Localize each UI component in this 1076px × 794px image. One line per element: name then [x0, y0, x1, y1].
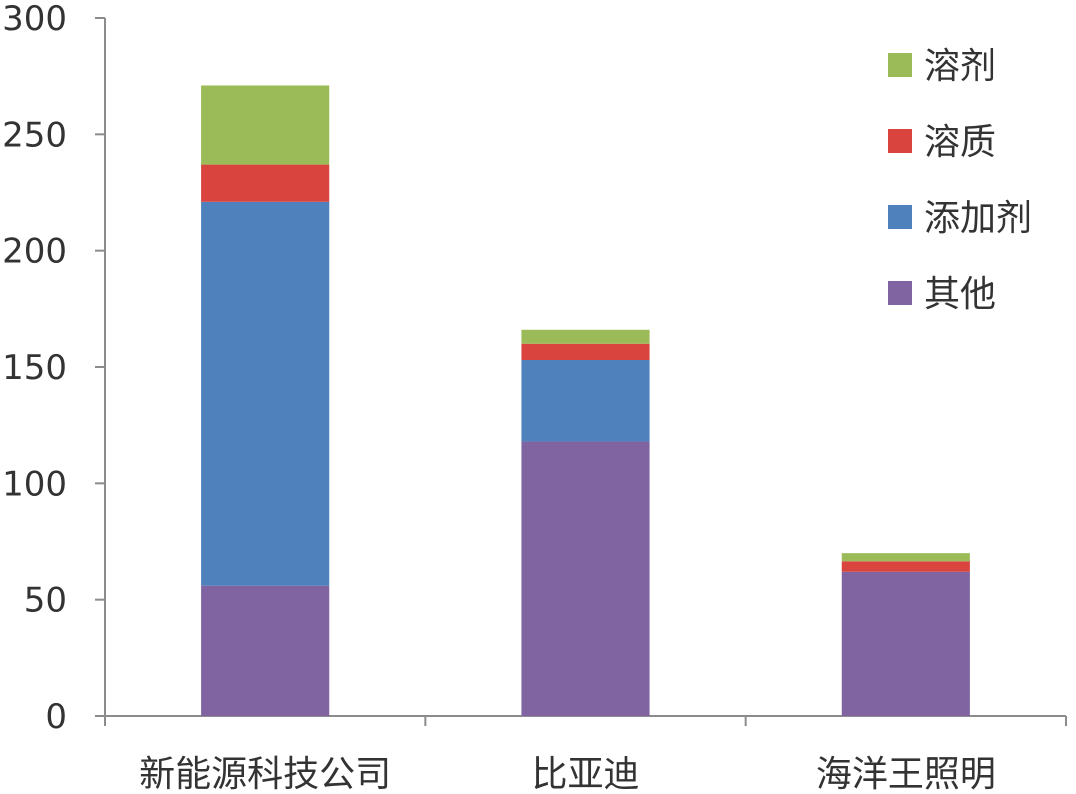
category-label: 新能源科技公司	[139, 754, 391, 794]
bar-segment	[201, 201, 330, 586]
y-tick-label: 50	[24, 581, 67, 621]
bar-segment	[521, 343, 650, 361]
category-label: 海洋王照明	[816, 754, 996, 794]
y-tick-label: 100	[2, 464, 67, 504]
category-label: 比亚迪	[531, 754, 639, 794]
legend-label: 添加剂	[924, 198, 1032, 239]
bar-segment	[201, 585, 330, 716]
legend-swatch	[888, 205, 912, 229]
bar-segment	[521, 360, 650, 442]
legend-label: 其他	[924, 274, 996, 315]
legend-label: 溶质	[924, 122, 996, 163]
y-tick-label: 150	[2, 348, 67, 388]
legend-swatch	[888, 53, 912, 77]
bar-segment	[201, 164, 330, 202]
bar-segment	[201, 85, 330, 165]
category-labels: 新能源科技公司 比亚迪 海洋王照明	[139, 754, 996, 794]
y-tick-label: 200	[2, 232, 67, 272]
bar-segment	[841, 571, 970, 716]
x-axis-ticks	[104, 716, 1067, 726]
legend-swatch	[888, 281, 912, 305]
y-tick-label: 250	[2, 115, 67, 155]
y-tick-label: 0	[45, 697, 67, 737]
bar-segment	[521, 329, 650, 344]
y-tick-label: 300	[2, 0, 67, 39]
legend-swatch	[888, 129, 912, 153]
legend-label: 溶剂	[924, 46, 996, 87]
y-axis-ticks: 0 50 100 150 200 250 300	[2, 0, 105, 737]
bar-segment	[841, 553, 970, 562]
bar-stacks	[201, 85, 970, 716]
bar-segment	[841, 561, 970, 572]
bar-segment	[521, 441, 650, 716]
